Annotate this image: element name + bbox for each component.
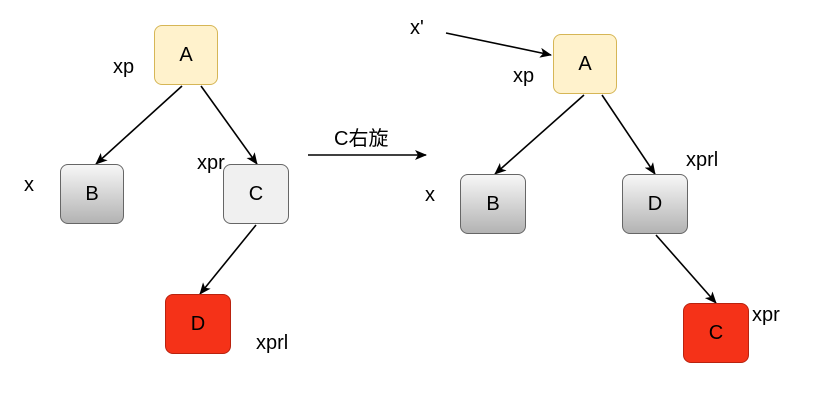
edge-right-a-d xyxy=(601,94,656,175)
edge-left-a-b xyxy=(95,85,183,165)
left-label-x: x xyxy=(24,174,34,196)
left-label-xp: xp xyxy=(113,56,135,78)
operation-label: C右旋 xyxy=(334,128,389,150)
right-label-x: x xyxy=(425,184,435,206)
right-node-b: B xyxy=(460,174,526,234)
edge-left-c-d xyxy=(199,224,257,295)
right-label-xpr: xpr xyxy=(752,304,780,326)
edge-left-a-c xyxy=(200,85,258,165)
right-label-xp: xp xyxy=(513,65,535,87)
right-node-d: D xyxy=(622,174,688,234)
right-label-xprl: xprl xyxy=(686,149,719,171)
left-node-c: C xyxy=(223,164,289,224)
left-node-a: A xyxy=(154,25,218,85)
edge-right-d-c xyxy=(655,234,717,304)
x-prime-pointer-arrow xyxy=(445,32,552,58)
left-label-xpr: xpr xyxy=(197,152,225,174)
right-label-x-prime: x' xyxy=(410,17,424,39)
left-node-b: B xyxy=(60,164,124,224)
right-node-a: A xyxy=(553,34,617,94)
left-label-xprl: xprl xyxy=(256,332,289,354)
right-node-c: C xyxy=(683,303,749,363)
edge-right-a-b xyxy=(494,94,585,175)
left-node-d: D xyxy=(165,294,231,354)
